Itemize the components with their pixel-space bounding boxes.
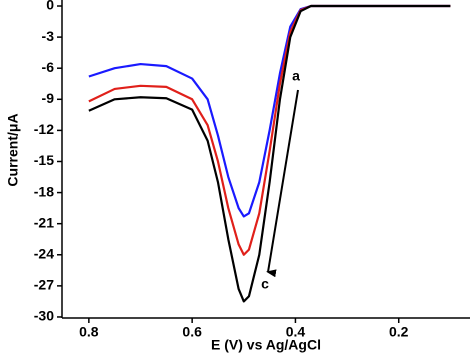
y-axis-label: Current/μA bbox=[5, 113, 21, 186]
y-tick-label: -12 bbox=[34, 121, 54, 137]
y-tick-label: -30 bbox=[34, 308, 54, 324]
x-tick-label: 0.8 bbox=[79, 324, 99, 340]
y-tick-label: -6 bbox=[42, 59, 55, 75]
y-tick-label: -27 bbox=[34, 277, 54, 293]
y-tick-label: 0 bbox=[46, 0, 54, 13]
y-tick-label: -15 bbox=[34, 152, 54, 168]
y-tick-label: -3 bbox=[42, 28, 55, 44]
arrow bbox=[266, 89, 299, 278]
line bbox=[88, 4, 451, 303]
annotation: a bbox=[292, 68, 300, 84]
x-tick-label: 0.6 bbox=[182, 324, 202, 340]
y-tick-label: -9 bbox=[42, 90, 55, 106]
x-tick-label: 0.4 bbox=[286, 324, 306, 340]
y-tick-label: -18 bbox=[34, 183, 54, 199]
x-tick-label: 0.2 bbox=[389, 324, 409, 340]
x-axis-label: E (V) vs Ag/AgCl bbox=[211, 337, 321, 353]
annotation: c bbox=[261, 276, 269, 292]
y-tick-label: -24 bbox=[34, 245, 54, 261]
y-tick-label: -21 bbox=[34, 214, 54, 230]
